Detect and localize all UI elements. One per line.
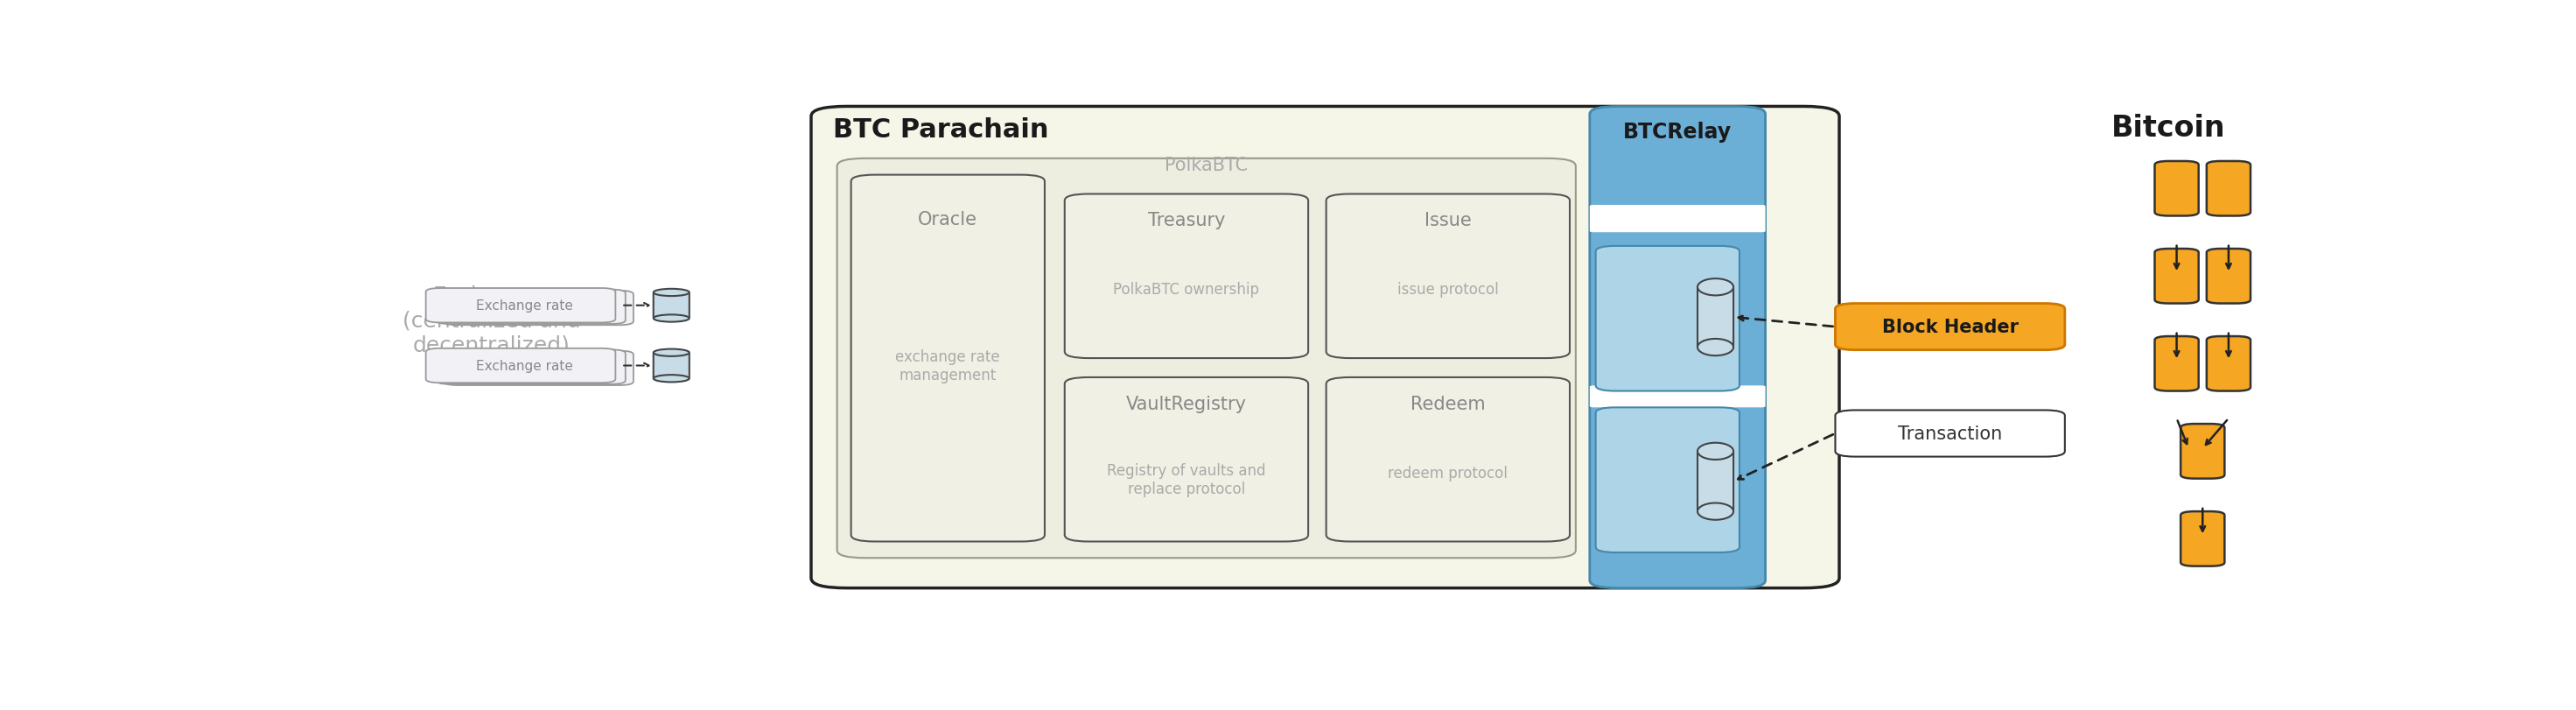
Ellipse shape [1698, 279, 1734, 296]
FancyBboxPatch shape [2208, 162, 2251, 217]
FancyBboxPatch shape [1064, 195, 1309, 359]
FancyBboxPatch shape [2208, 249, 2251, 304]
Ellipse shape [1698, 443, 1734, 460]
Text: VaultRegistry: VaultRegistry [1126, 395, 1247, 413]
Text: Exchange rate: Exchange rate [477, 359, 572, 373]
FancyBboxPatch shape [1834, 410, 2066, 457]
FancyBboxPatch shape [811, 107, 1839, 588]
FancyBboxPatch shape [1698, 288, 1734, 348]
FancyBboxPatch shape [2154, 162, 2200, 217]
Text: Bitcoin: Bitcoin [2112, 114, 2226, 143]
Text: Block Header: Block Header [1883, 318, 2020, 336]
Ellipse shape [654, 289, 690, 297]
Ellipse shape [1698, 339, 1734, 356]
FancyBboxPatch shape [1327, 378, 1569, 542]
FancyBboxPatch shape [1589, 205, 1765, 233]
FancyBboxPatch shape [443, 351, 634, 386]
Text: Exchanges
(centralized and
decentralized): Exchanges (centralized and decentralized… [402, 285, 580, 355]
FancyBboxPatch shape [2208, 337, 2251, 391]
Text: exchange rate
management: exchange rate management [896, 349, 999, 383]
FancyBboxPatch shape [435, 290, 626, 324]
FancyBboxPatch shape [837, 159, 1577, 558]
FancyBboxPatch shape [1595, 408, 1739, 552]
Ellipse shape [654, 315, 690, 322]
Text: PolkaBTC: PolkaBTC [1164, 156, 1247, 174]
Text: Treasury: Treasury [1149, 212, 1226, 229]
Text: Issue: Issue [1425, 212, 1471, 229]
FancyBboxPatch shape [2154, 337, 2200, 391]
FancyBboxPatch shape [1064, 378, 1309, 542]
FancyBboxPatch shape [425, 288, 616, 323]
FancyBboxPatch shape [1589, 107, 1765, 588]
FancyBboxPatch shape [1327, 195, 1569, 359]
Ellipse shape [654, 349, 690, 356]
FancyBboxPatch shape [435, 350, 626, 385]
FancyBboxPatch shape [1589, 386, 1765, 408]
Text: issue protocol: issue protocol [1396, 282, 1499, 297]
Text: BTC Parachain: BTC Parachain [832, 117, 1048, 143]
Text: Redeem: Redeem [1412, 395, 1486, 413]
Text: Transaction: Transaction [1899, 425, 2002, 442]
Text: redeem protocol: redeem protocol [1388, 465, 1507, 481]
FancyBboxPatch shape [443, 291, 634, 325]
Ellipse shape [654, 375, 690, 383]
Text: BTCRelay: BTCRelay [1623, 121, 1731, 143]
FancyBboxPatch shape [1595, 246, 1739, 391]
FancyBboxPatch shape [2182, 512, 2226, 567]
FancyBboxPatch shape [1698, 452, 1734, 512]
Text: Registry of vaults and
replace protocol: Registry of vaults and replace protocol [1108, 462, 1265, 496]
FancyBboxPatch shape [654, 353, 690, 379]
FancyBboxPatch shape [425, 349, 616, 383]
Ellipse shape [1698, 503, 1734, 520]
Text: Oracle: Oracle [917, 211, 979, 228]
FancyBboxPatch shape [2182, 424, 2226, 479]
FancyBboxPatch shape [654, 293, 690, 319]
Text: Exchange rate: Exchange rate [477, 299, 572, 312]
FancyBboxPatch shape [1834, 304, 2066, 350]
FancyBboxPatch shape [850, 175, 1046, 542]
FancyBboxPatch shape [2154, 249, 2200, 304]
Text: PolkaBTC ownership: PolkaBTC ownership [1113, 282, 1260, 297]
